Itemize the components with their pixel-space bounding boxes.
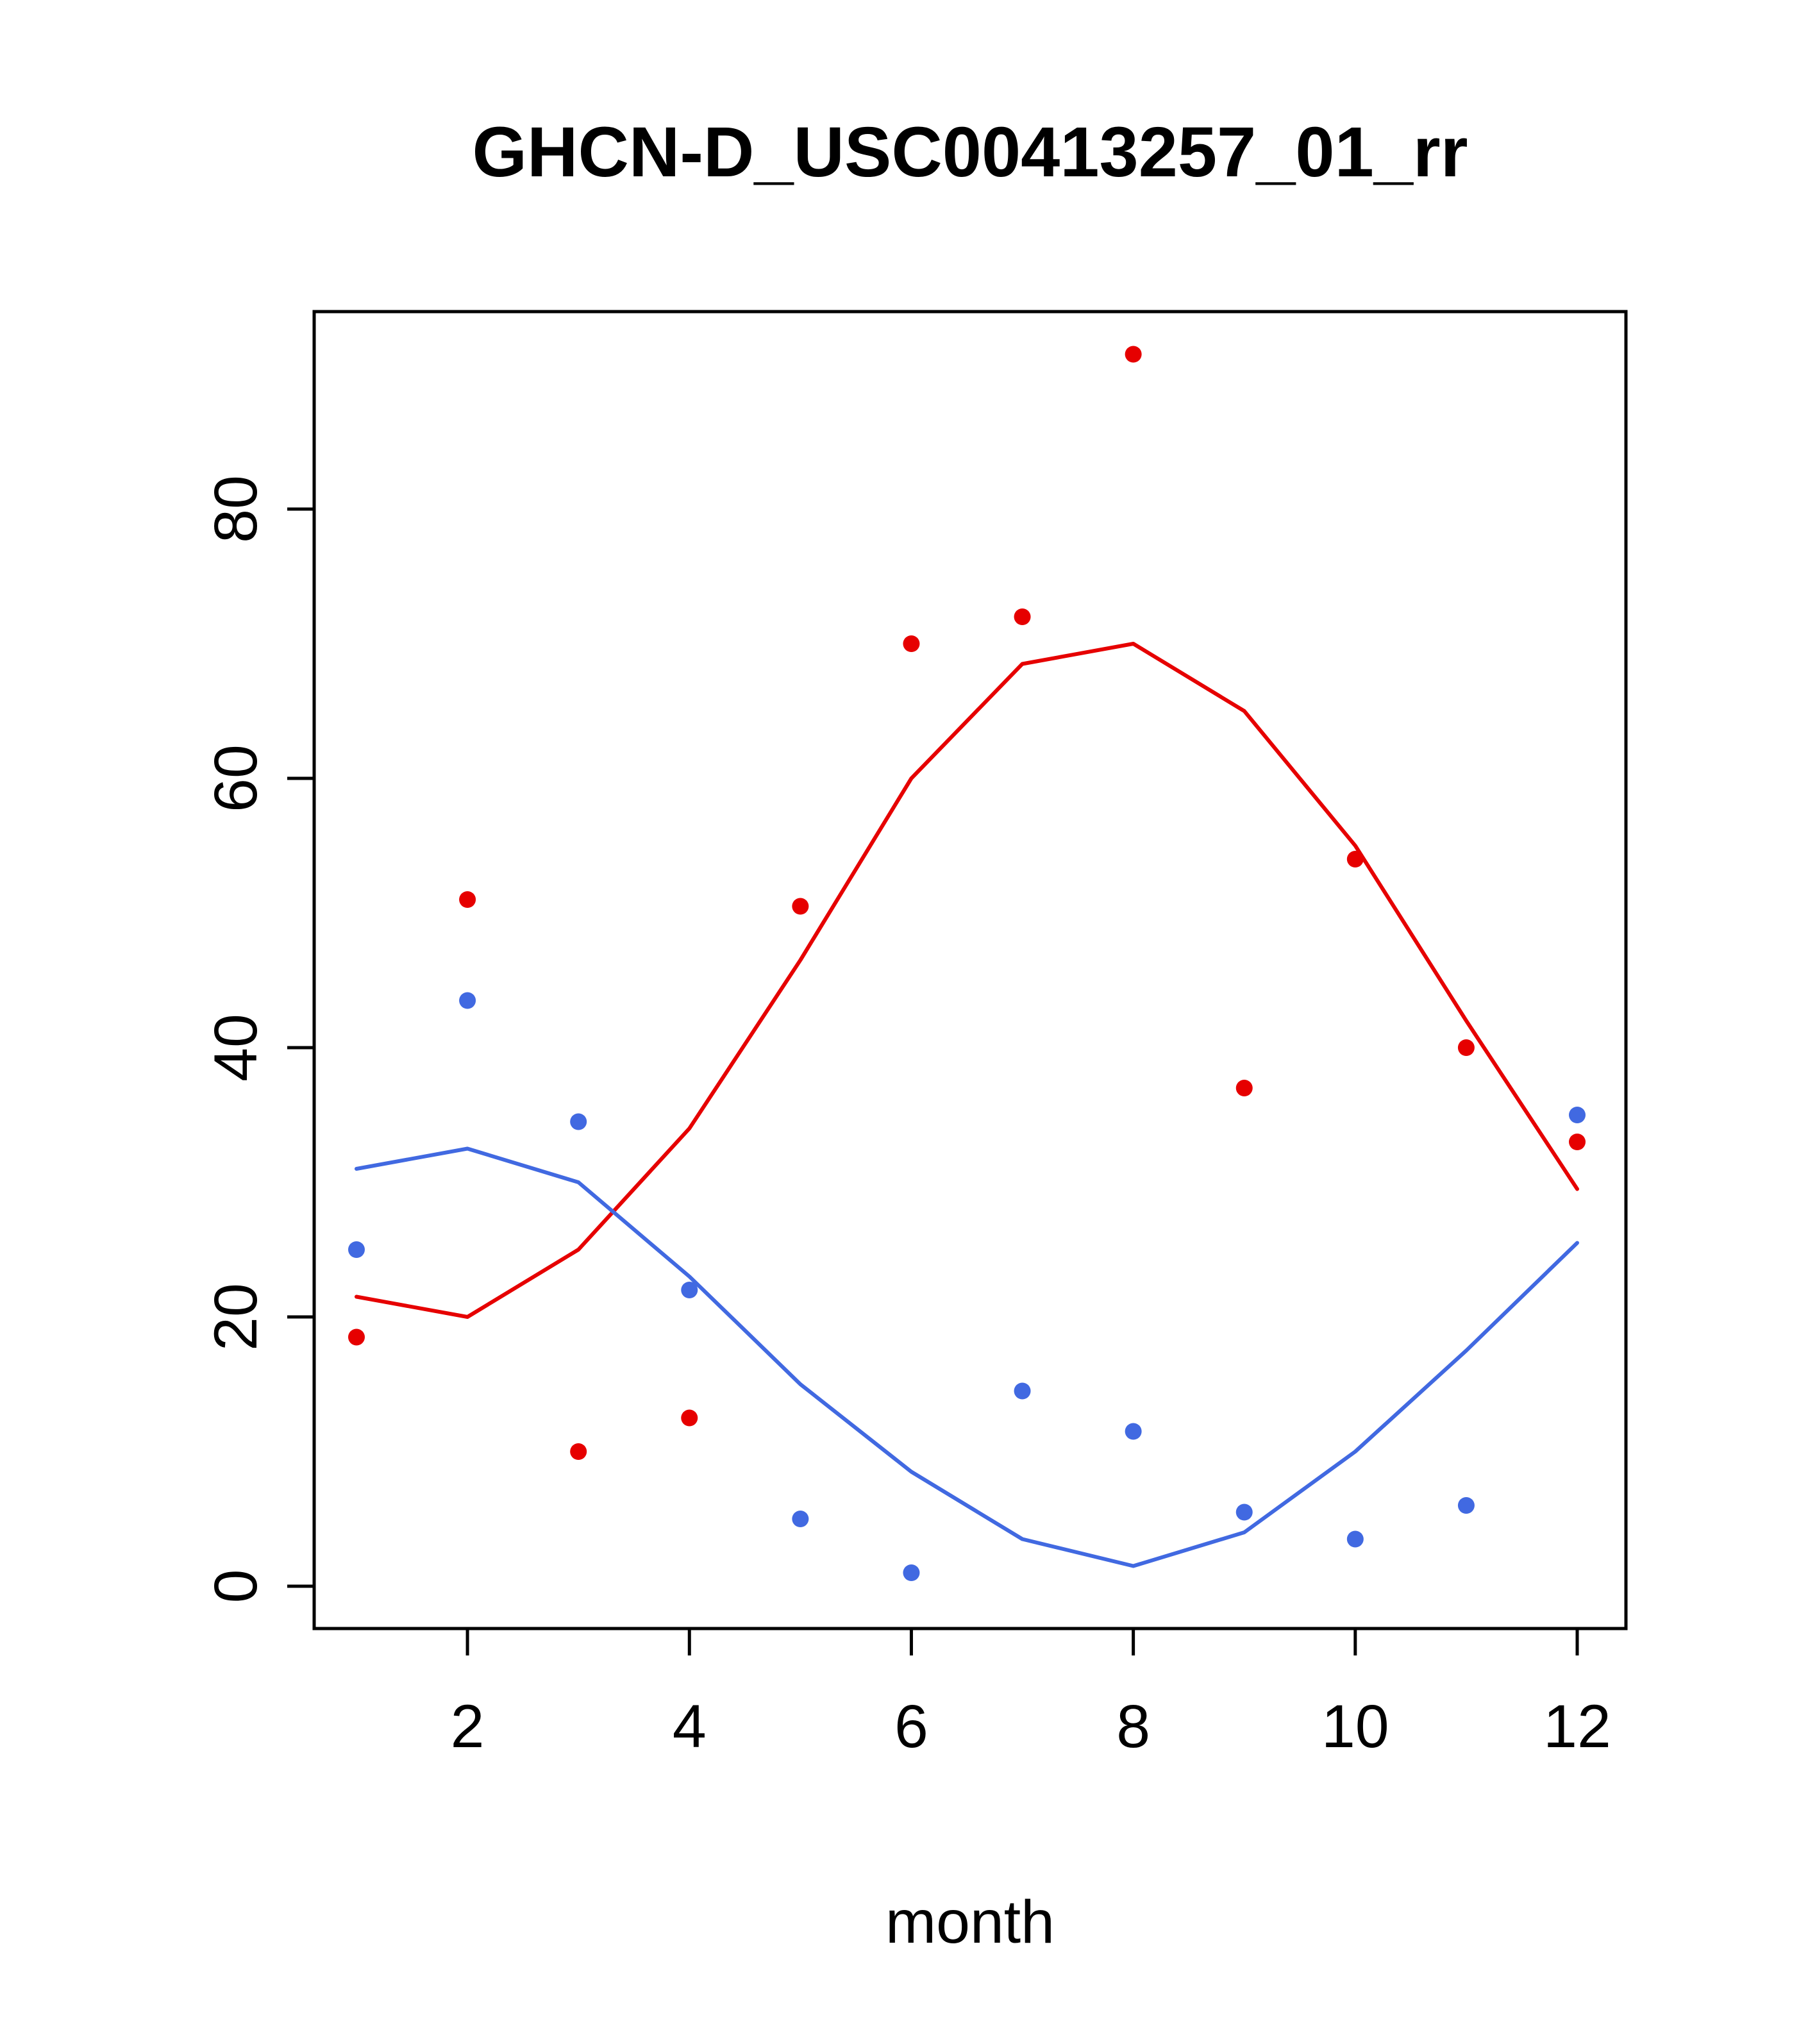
y-tick-label: 0 [202, 1570, 270, 1604]
blue-point [1235, 1504, 1253, 1521]
red-point [1569, 1134, 1586, 1150]
x-tick-label: 10 [1321, 1693, 1389, 1761]
blue-point [570, 1113, 587, 1130]
x-tick-label: 6 [894, 1693, 928, 1761]
red-point [348, 1328, 365, 1346]
red-point [792, 898, 809, 915]
blue-point [792, 1511, 809, 1527]
blue-point [681, 1282, 698, 1298]
red-point [1346, 851, 1364, 867]
blue-point [1569, 1107, 1586, 1123]
red-point [1457, 1039, 1475, 1056]
red-point [681, 1409, 698, 1427]
y-tick-label: 40 [202, 1014, 270, 1082]
y-tick-label: 20 [202, 1283, 270, 1351]
x-tick-label: 2 [451, 1693, 485, 1761]
red-point [1014, 608, 1031, 625]
red-trend-line [355, 642, 1579, 1319]
blue-point [459, 992, 476, 1009]
x-tick-label: 4 [673, 1693, 707, 1761]
blue-point [1346, 1530, 1364, 1548]
red-point [1235, 1080, 1253, 1096]
plot-box [312, 310, 1628, 1630]
y-tick-label: 60 [202, 744, 270, 812]
chart-title: GHCN-D_USC00413257_01_rr [472, 113, 1468, 192]
x-axis-label: month [885, 1888, 1055, 1956]
red-point [570, 1443, 587, 1460]
blue-point [1125, 1423, 1142, 1440]
red-point [459, 891, 476, 908]
red-point [903, 635, 920, 652]
blue-point [1014, 1382, 1031, 1400]
blue-trend-line [355, 1146, 1579, 1568]
y-tick-label: 80 [202, 475, 270, 543]
red-point [1125, 346, 1142, 363]
blue-point [1457, 1497, 1475, 1514]
blue-point [903, 1564, 920, 1581]
blue-point [348, 1241, 365, 1258]
x-tick-label: 8 [1116, 1693, 1150, 1761]
x-tick-label: 12 [1543, 1693, 1611, 1761]
